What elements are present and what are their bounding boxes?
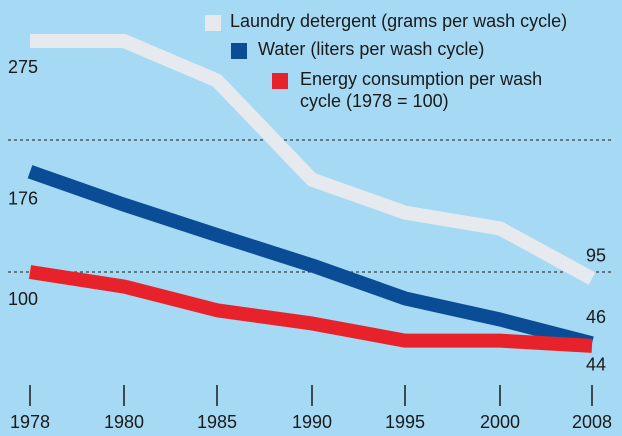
- series-line: [28, 265, 593, 353]
- legend-swatch: [205, 15, 221, 31]
- series-line: [27, 165, 594, 351]
- x-tick-label: 2008: [572, 412, 612, 432]
- legend-label: Water (liters per wash cycle): [258, 39, 485, 59]
- x-tick-label: 1980: [104, 412, 144, 432]
- data-label: 95: [586, 245, 606, 265]
- legend-label: Laundry detergent (grams per wash cycle): [230, 11, 568, 31]
- data-label: 46: [586, 307, 606, 327]
- data-label: 100: [8, 289, 38, 309]
- x-tick-label: 2000: [480, 412, 520, 432]
- data-label: 44: [586, 355, 606, 375]
- legend-label: Energy consumption per wash cycle (1978 …: [300, 69, 543, 111]
- x-tick-label: 1990: [292, 412, 332, 432]
- series-line: [30, 34, 596, 285]
- x-tick-label: 1985: [197, 412, 237, 432]
- data-label: 176: [8, 188, 38, 208]
- data-label: 275: [8, 57, 38, 77]
- x-tick-label: 1995: [385, 412, 425, 432]
- x-tick-label: 1978: [10, 412, 50, 432]
- legend-swatch: [231, 43, 247, 59]
- legend-swatch: [272, 73, 288, 89]
